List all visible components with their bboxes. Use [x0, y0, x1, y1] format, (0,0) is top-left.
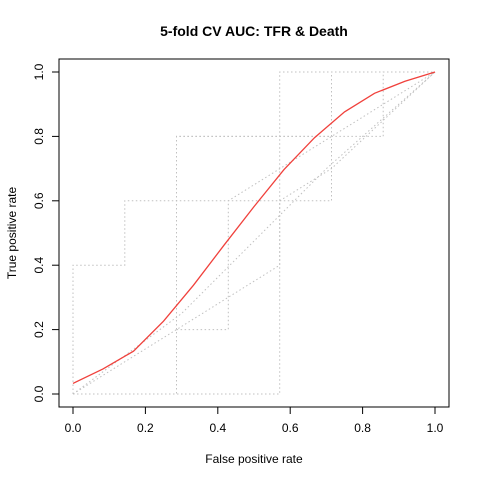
fold-roc-line-4 — [73, 71, 435, 395]
x-tick-label: 0.4 — [209, 421, 226, 435]
y-axis-title: True positive rate — [5, 187, 19, 280]
fold-roc-line-6 — [72, 71, 436, 395]
fold-roc-line-5 — [73, 71, 435, 395]
y-axis: 0.0 0.2 0.4 0.6 0.8 1.0 — [32, 63, 60, 402]
y-tick-label: 0.6 — [32, 192, 46, 209]
y-tick-label: 0.0 — [32, 385, 46, 402]
x-tick-label: 0.6 — [282, 421, 299, 435]
y-tick-label: 0.8 — [32, 128, 46, 145]
fold-roc-line-3 — [73, 71, 435, 395]
fold-roc-line-1 — [73, 71, 436, 395]
x-tick-label: 0.8 — [354, 421, 371, 435]
x-axis: 0.0 0.2 0.4 0.6 0.8 1.0 — [65, 406, 444, 435]
series-layer — [72, 71, 436, 395]
y-tick-label: 1.0 — [32, 63, 46, 80]
x-tick-label: 1.0 — [427, 421, 444, 435]
fold-roc-line-7 — [72, 71, 436, 395]
x-axis-title: False positive rate — [205, 452, 303, 466]
average-roc-line — [72, 71, 436, 384]
y-tick-label: 0.4 — [32, 257, 46, 274]
chart-title: 5-fold CV AUC: TFR & Death — [160, 23, 348, 39]
x-tick-label: 0.0 — [65, 421, 82, 435]
x-tick-label: 0.2 — [137, 421, 154, 435]
plot-frame — [58, 58, 450, 408]
y-tick-label: 0.2 — [32, 321, 46, 338]
